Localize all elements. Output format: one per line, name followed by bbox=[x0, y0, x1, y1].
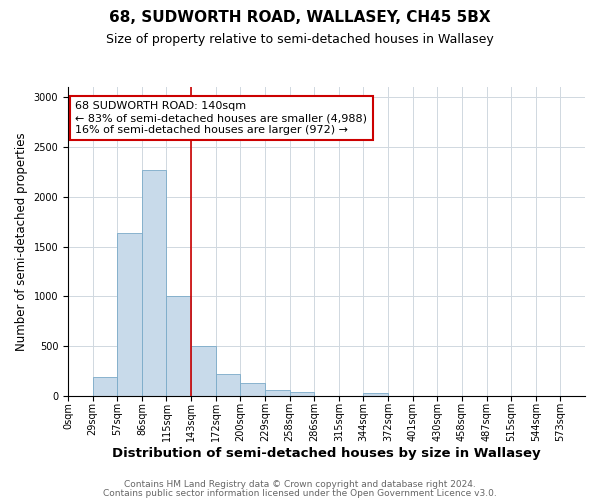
Text: 68 SUDWORTH ROAD: 140sqm
← 83% of semi-detached houses are smaller (4,988)
16% o: 68 SUDWORTH ROAD: 140sqm ← 83% of semi-d… bbox=[76, 102, 367, 134]
Y-axis label: Number of semi-detached properties: Number of semi-detached properties bbox=[15, 132, 28, 351]
Bar bbox=[142, 170, 166, 396]
Bar bbox=[265, 390, 290, 396]
Bar bbox=[166, 296, 191, 396]
Bar bbox=[117, 232, 142, 396]
Bar bbox=[241, 383, 265, 396]
Text: Contains HM Land Registry data © Crown copyright and database right 2024.: Contains HM Land Registry data © Crown c… bbox=[124, 480, 476, 489]
Text: 68, SUDWORTH ROAD, WALLASEY, CH45 5BX: 68, SUDWORTH ROAD, WALLASEY, CH45 5BX bbox=[109, 10, 491, 25]
Text: Contains public sector information licensed under the Open Government Licence v3: Contains public sector information licen… bbox=[103, 488, 497, 498]
X-axis label: Distribution of semi-detached houses by size in Wallasey: Distribution of semi-detached houses by … bbox=[112, 447, 541, 460]
Bar bbox=[290, 392, 314, 396]
Bar bbox=[364, 393, 388, 396]
Bar bbox=[216, 374, 241, 396]
Text: Size of property relative to semi-detached houses in Wallasey: Size of property relative to semi-detach… bbox=[106, 32, 494, 46]
Bar bbox=[191, 346, 216, 396]
Bar bbox=[92, 378, 117, 396]
